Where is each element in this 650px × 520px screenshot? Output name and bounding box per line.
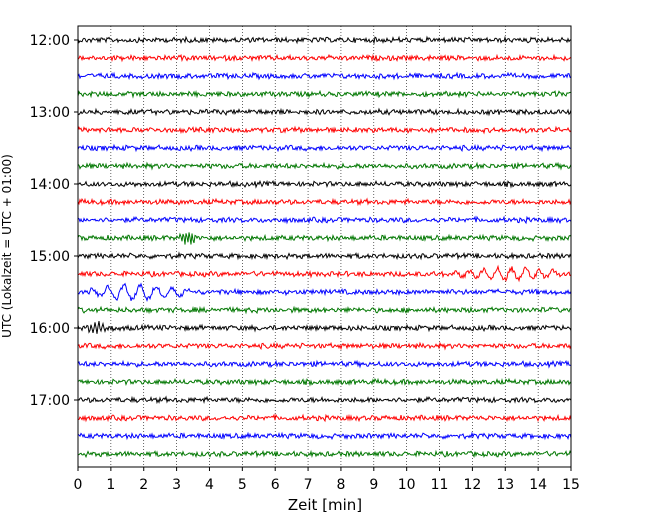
x-tick-label: 8 bbox=[336, 477, 345, 493]
x-tick-label: 1 bbox=[106, 477, 115, 493]
trace-line bbox=[77, 35, 572, 45]
x-tick-label: 4 bbox=[205, 477, 214, 493]
trace-line bbox=[77, 282, 572, 303]
trace-line bbox=[77, 89, 572, 99]
seismic-traces bbox=[77, 35, 572, 459]
trace-line bbox=[77, 53, 572, 63]
trace-line bbox=[77, 413, 572, 423]
trace-line bbox=[77, 341, 572, 351]
x-tick-label: 12 bbox=[463, 477, 481, 493]
trace-line bbox=[77, 395, 572, 405]
trace-line bbox=[77, 71, 572, 81]
x-tick-label: 5 bbox=[238, 477, 247, 493]
x-axis-title: Zeit [min] bbox=[288, 496, 362, 514]
trace-line bbox=[77, 107, 572, 117]
x-tick-label: 3 bbox=[172, 477, 181, 493]
trace-line bbox=[77, 143, 572, 153]
y-tick-label: 16:00 bbox=[30, 321, 70, 337]
y-axis-title: UTC (Lokalzeit = UTC + 01:00) bbox=[0, 154, 14, 338]
y-tick-label: 12:00 bbox=[30, 33, 70, 49]
x-tick-label: 9 bbox=[369, 477, 378, 493]
trace-line bbox=[77, 377, 572, 387]
x-tick-label: 7 bbox=[304, 477, 313, 493]
y-axis-ticks: 12:00 13:00 14:00 15:00 16:00 17:00 bbox=[30, 33, 78, 409]
trace-line bbox=[77, 232, 572, 245]
y-tick-label: 17:00 bbox=[30, 393, 70, 409]
x-tick-label: 15 bbox=[562, 477, 580, 493]
trace-line bbox=[77, 264, 572, 283]
x-axis-ticks: 0 1 2 3 4 5 6 7 8 9 10 11 12 13 14 15 bbox=[74, 467, 580, 493]
trace-line bbox=[77, 125, 572, 135]
y-tick-label: 14:00 bbox=[30, 177, 70, 193]
x-tick-label: 2 bbox=[139, 477, 148, 493]
trace-line bbox=[77, 251, 572, 261]
trace-line bbox=[77, 215, 572, 225]
trace-line bbox=[77, 197, 572, 207]
trace-line bbox=[77, 431, 572, 441]
y-tick-label: 15:00 bbox=[30, 249, 70, 265]
trace-line bbox=[77, 305, 572, 315]
x-tick-label: 10 bbox=[398, 477, 416, 493]
y-tick-label: 13:00 bbox=[30, 105, 70, 121]
grid-lines bbox=[110, 26, 539, 467]
trace-line bbox=[77, 161, 572, 171]
trace-line bbox=[77, 359, 572, 369]
x-tick-label: 13 bbox=[496, 477, 514, 493]
trace-line bbox=[77, 320, 572, 334]
trace-line bbox=[77, 179, 572, 189]
x-tick-label: 11 bbox=[431, 477, 449, 493]
x-tick-label: 0 bbox=[74, 477, 83, 493]
trace-line bbox=[77, 449, 572, 459]
x-tick-label: 14 bbox=[529, 477, 547, 493]
plot-frame bbox=[77, 25, 572, 468]
x-tick-label: 6 bbox=[271, 477, 280, 493]
